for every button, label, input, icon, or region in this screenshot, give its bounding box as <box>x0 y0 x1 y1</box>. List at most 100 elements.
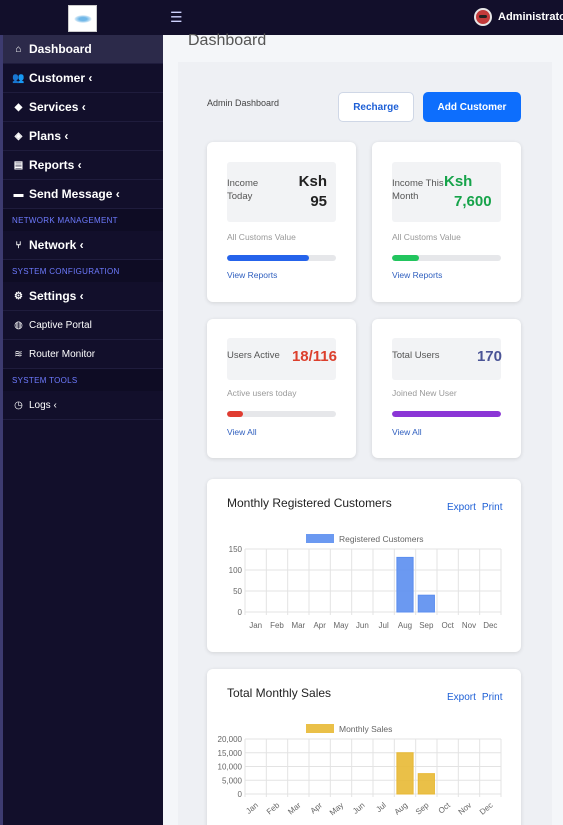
sidebar-item-send-message[interactable]: ▬ Send Message ‹ <box>3 180 163 209</box>
sidebar-item-services[interactable]: ◆ Services ‹ <box>3 93 163 122</box>
export-link[interactable]: Export <box>447 502 476 513</box>
gear-icon: ⚙ <box>14 290 23 302</box>
legend-label: Monthly Sales <box>339 724 392 734</box>
users-active-label: Users Active <box>227 350 280 361</box>
menu-toggle-icon[interactable]: ☰ <box>170 9 183 25</box>
income-today-box <box>227 162 336 222</box>
income-today-progress <box>227 255 336 261</box>
admin-dashboard-label: Admin Dashboard <box>207 98 280 108</box>
print-link[interactable]: Print <box>481 692 503 703</box>
income-today-card: Income Today Ksh 95 All Customs Value View… <box>207 142 356 302</box>
view-all-link[interactable]: View All <box>227 427 257 437</box>
x-tick-label: Aug <box>398 621 412 630</box>
total-users-box <box>392 338 501 380</box>
chevron-left-icon: ‹ <box>61 129 69 143</box>
section-network-management: NETWORK MANAGEMENT <box>3 209 163 231</box>
recharge-button[interactable]: Recharge <box>338 92 414 122</box>
users-active-progress <box>227 411 336 417</box>
total-users-progress <box>392 411 501 417</box>
view-all-link[interactable]: View All <box>392 427 422 437</box>
legend-swatch <box>306 724 334 733</box>
progress-fill <box>227 255 309 261</box>
income-month-box <box>392 162 501 222</box>
x-tick-label: Feb <box>265 800 282 816</box>
y-tick-label: 15,000 <box>218 749 243 758</box>
admin-name: Administrator <box>498 11 563 23</box>
y-tick-label: 5,000 <box>222 776 243 785</box>
income-today-label: Income Today <box>227 178 259 202</box>
progress-fill <box>392 411 501 417</box>
chevron-left-icon: ‹ <box>50 399 57 411</box>
x-tick-label: Mar <box>286 800 303 816</box>
sidebar-item-plans[interactable]: ◈ Plans ‹ <box>3 122 163 151</box>
avatar <box>474 8 492 26</box>
x-tick-label: Jun <box>351 801 367 816</box>
file-icon: ▤ <box>13 159 24 171</box>
x-tick-label: Aug <box>393 801 410 817</box>
chart-legend: Registered Customers <box>306 534 424 544</box>
sidebar-item-customer[interactable]: 👥 Customer ‹ <box>3 64 163 93</box>
admin-user-menu[interactable]: Administrator <box>474 8 563 26</box>
chevron-left-icon: ‹ <box>76 238 84 252</box>
network-icon: ⑂ <box>15 239 22 251</box>
total-users-label: Total Users <box>392 350 440 361</box>
registered-chart-actions: Export Print <box>447 502 502 513</box>
y-tick-label: 100 <box>229 566 243 575</box>
section-system-configuration: SYSTEM CONFIGURATION <box>3 260 163 282</box>
sidebar-item-label: Plans <box>29 129 62 143</box>
sidebar-item-reports[interactable]: ▤ Reports ‹ <box>3 151 163 180</box>
clock-icon: ◷ <box>14 399 23 411</box>
app-logo[interactable] <box>68 5 97 32</box>
chevron-left-icon: ‹ <box>112 187 120 201</box>
message-icon: ▬ <box>13 188 24 200</box>
y-tick-label: 20,000 <box>218 735 243 744</box>
sidebar-item-label: Captive Portal <box>29 319 92 331</box>
sidebar-item-logs[interactable]: ◷ Logs ‹ <box>3 391 163 420</box>
bar-sep <box>417 594 435 613</box>
globe-icon: ◍ <box>14 319 23 331</box>
sidebar-item-label: Logs <box>29 399 51 411</box>
x-tick-label: Nov <box>462 621 476 630</box>
print-link[interactable]: Print <box>481 502 503 513</box>
y-tick-label: 0 <box>238 608 243 617</box>
registered-customers-chart: Registered Customers 150 100 50 0 Jan Feb Mar Ap… <box>229 534 502 630</box>
sidebar-item-label: Network <box>29 238 77 252</box>
sidebar-item-label: Settings <box>29 289 77 303</box>
monthly-sales-chart: Monthly Sales 20,000 15,000 10,000 5,000 0Jan… <box>218 724 502 818</box>
sidebar-item-router-monitor[interactable]: ≋ Router Monitor <box>3 340 163 369</box>
income-today-sub: All Customs Value <box>227 232 296 242</box>
wifi-icon: ≋ <box>14 348 23 360</box>
x-tick-label: Jan <box>244 801 260 816</box>
top-navbar: ☰ Administrator <box>0 0 563 35</box>
add-customer-button[interactable]: Add Customer <box>423 92 521 122</box>
y-tick-label: 50 <box>233 587 242 596</box>
bar-sep <box>417 773 435 795</box>
chevron-left-icon: ‹ <box>78 100 86 114</box>
users-active-box <box>227 338 336 380</box>
sidebar-item-dashboard[interactable]: ⌂ Dashboard <box>3 35 163 64</box>
y-tick-label: 150 <box>229 545 243 554</box>
x-tick-label: Oct <box>441 621 454 630</box>
chart-legend: Monthly Sales <box>306 724 392 734</box>
income-month-progress <box>392 255 501 261</box>
sales-chart-actions: Export Print <box>447 692 502 703</box>
x-tick-label: Jul <box>379 621 389 630</box>
income-month-card: Income This Month Ksh 7,600 All Customs Va… <box>372 142 521 302</box>
users-active-card: Users Active 18/116 Active users today V… <box>207 319 356 458</box>
x-tick-label: Dec <box>483 621 497 630</box>
view-reports-link[interactable]: View Reports <box>227 270 278 280</box>
total-users-value: 170 <box>476 348 502 365</box>
sidebar-item-settings[interactable]: ⚙ Settings ‹ <box>3 282 163 311</box>
cube-icon: ◈ <box>14 130 23 142</box>
chevron-left-icon: ‹ <box>85 71 93 85</box>
page-title: Dashboard <box>188 32 267 49</box>
sidebar-item-label: Dashboard <box>29 42 92 56</box>
income-today-value: Ksh 95 <box>298 173 327 210</box>
sidebar-item-network[interactable]: ⑂ Network ‹ <box>3 231 163 260</box>
sidebar-item-captive-portal[interactable]: ◍ Captive Portal <box>3 311 163 340</box>
sales-chart-title: Total Monthly Sales <box>227 686 332 700</box>
view-reports-link[interactable]: View Reports <box>392 270 443 280</box>
legend-label: Registered Customers <box>339 534 424 544</box>
export-link[interactable]: Export <box>447 692 476 703</box>
x-tick-label: May <box>328 801 345 818</box>
